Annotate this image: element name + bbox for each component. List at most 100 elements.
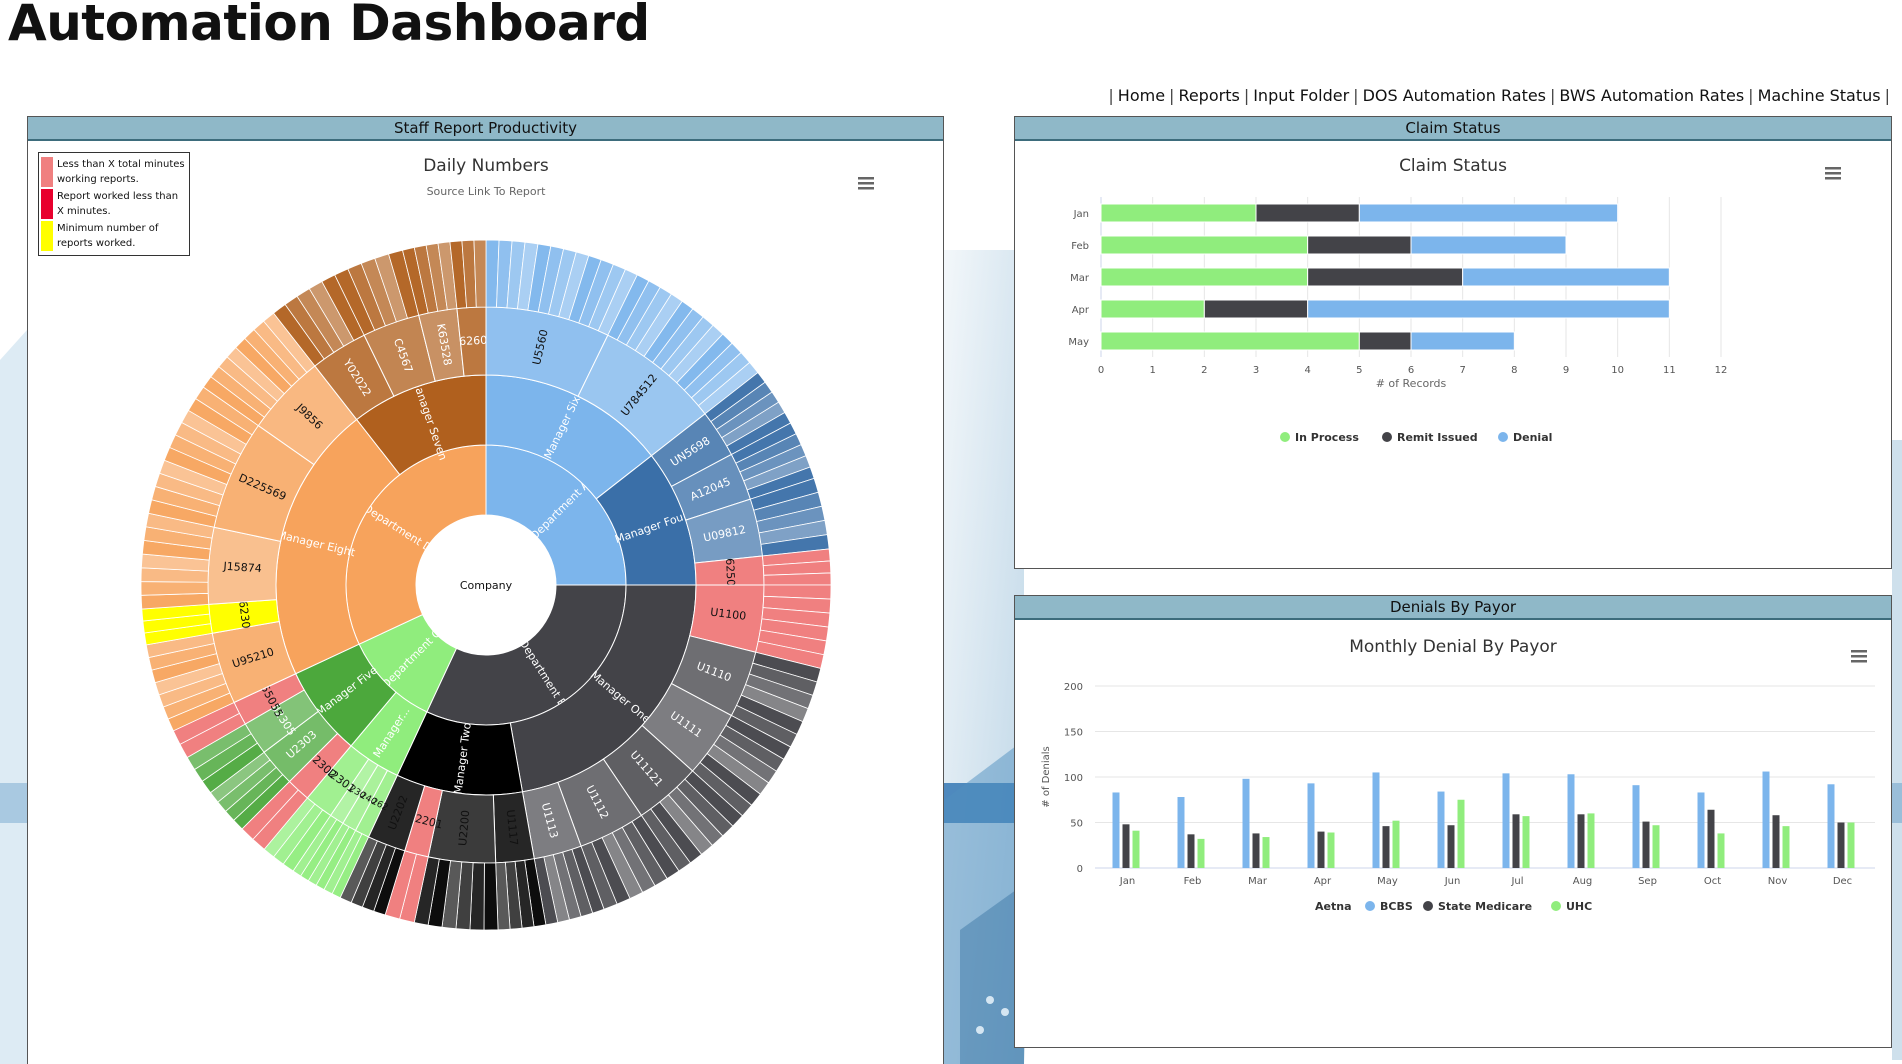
sunburst-report-label: J15874	[222, 560, 262, 576]
legend-item: Less than X total minutes working report…	[41, 157, 187, 187]
nav-reports[interactable]: Reports	[1178, 86, 1240, 105]
column-bar[interactable]	[1502, 773, 1510, 868]
column-bar[interactable]	[1762, 771, 1770, 868]
x-tick-label: 1	[1149, 365, 1155, 376]
column-bar[interactable]	[1447, 825, 1455, 868]
chart-menu-icon[interactable]	[1851, 650, 1867, 663]
column-bar[interactable]	[1372, 772, 1380, 868]
sunburst-activity[interactable]	[763, 572, 832, 586]
bar-segment[interactable]	[1410, 235, 1567, 255]
column-bar[interactable]	[1707, 809, 1715, 868]
chart-menu-icon[interactable]	[858, 177, 874, 190]
legend-marker[interactable]	[1551, 901, 1561, 911]
column-bar[interactable]	[1262, 837, 1270, 868]
sunburst-activity[interactable]	[483, 862, 499, 931]
denials-by-payor-panel: Denials By Payor Monthly Denial By Payor…	[1014, 595, 1892, 1048]
column-bar[interactable]	[1392, 820, 1400, 868]
nav-bws-automation-rates[interactable]: BWS Automation Rates	[1559, 86, 1745, 105]
column-bar[interactable]	[1197, 838, 1205, 868]
column-bar[interactable]	[1847, 822, 1855, 869]
x-tick-label: 9	[1563, 365, 1569, 376]
legend-marker[interactable]	[1498, 432, 1508, 442]
column-bar[interactable]	[1512, 814, 1520, 868]
x-tick-label: 5	[1356, 365, 1362, 376]
x-tick-label: Feb	[1184, 876, 1202, 887]
column-bar[interactable]	[1782, 826, 1790, 868]
nav-separator: |	[1108, 86, 1114, 105]
column-bar[interactable]	[1717, 833, 1725, 868]
column-bar[interactable]	[1122, 824, 1130, 868]
x-axis-label: # of Records	[1376, 377, 1447, 390]
bar-segment[interactable]	[1462, 267, 1670, 287]
sunburst-activity[interactable]	[140, 581, 209, 596]
legend-label[interactable]: Remit Issued	[1397, 431, 1478, 444]
chart-subtitle[interactable]: Source Link To Report	[427, 185, 547, 198]
column-bar[interactable]	[1327, 832, 1335, 868]
bar-segment[interactable]	[1410, 331, 1515, 351]
x-tick-label: 4	[1304, 365, 1310, 376]
bar-segment[interactable]	[1358, 331, 1412, 351]
column-bar[interactable]	[1567, 774, 1575, 868]
y-tick-label: Apr	[1072, 305, 1090, 316]
legend-label[interactable]: BCBS	[1380, 900, 1413, 913]
nav-separator: |	[1550, 86, 1556, 105]
column-bar[interactable]	[1437, 791, 1445, 868]
bar-segment[interactable]	[1100, 331, 1360, 351]
column-bar[interactable]	[1587, 813, 1595, 868]
column-bar[interactable]	[1827, 784, 1835, 868]
column-bar[interactable]	[1112, 792, 1120, 868]
bar-segment[interactable]	[1100, 235, 1309, 255]
legend-label[interactable]: Denial	[1513, 431, 1552, 444]
column-bar[interactable]	[1457, 799, 1465, 868]
legend-marker[interactable]	[1280, 432, 1290, 442]
legend-label: Report worked less than X minutes.	[57, 191, 179, 217]
bar-segment[interactable]	[1307, 235, 1412, 255]
column-bar[interactable]	[1652, 825, 1660, 868]
column-bar[interactable]	[1772, 815, 1780, 868]
legend-label[interactable]: State Medicare	[1438, 900, 1532, 913]
x-tick-label: 8	[1511, 365, 1517, 376]
bar-segment[interactable]	[1307, 299, 1670, 319]
nav-dos-automation-rates[interactable]: DOS Automation Rates	[1362, 86, 1547, 105]
bar-segment[interactable]	[1255, 203, 1360, 223]
column-bar[interactable]	[1317, 831, 1325, 868]
nav-input-folder[interactable]: Input Folder	[1253, 86, 1350, 105]
column-bar[interactable]	[1252, 833, 1260, 868]
bar-segment[interactable]	[1100, 299, 1205, 319]
x-tick-label: 0	[1098, 365, 1104, 376]
column-bar[interactable]	[1187, 834, 1195, 868]
bar-segment[interactable]	[1100, 267, 1309, 287]
bar-segment[interactable]	[1358, 203, 1619, 223]
column-bar[interactable]	[1837, 822, 1845, 869]
bar-segment[interactable]	[1203, 299, 1309, 319]
claim-status-chart: Claim Status 0 1 2 3 4 5 6 7 8 9 10 11 12# of Record…	[1068, 156, 1841, 444]
column-bar[interactable]	[1522, 816, 1530, 868]
x-tick-label: Jan	[1119, 876, 1135, 887]
legend-marker[interactable]	[1365, 901, 1375, 911]
legend-label[interactable]: In Process	[1295, 431, 1359, 444]
legend-marker[interactable]	[1423, 901, 1433, 911]
x-tick-label: Oct	[1704, 876, 1721, 887]
column-bar[interactable]	[1642, 821, 1650, 868]
bar-segment[interactable]	[1307, 267, 1464, 287]
sunburst-root-label: Company	[460, 579, 513, 592]
column-bar[interactable]	[1132, 830, 1140, 868]
sunburst-report-label: 6260	[459, 334, 488, 348]
nav-machine-status[interactable]: Machine Status	[1757, 86, 1881, 105]
bar-segment[interactable]	[1100, 203, 1257, 223]
column-bar[interactable]	[1177, 797, 1185, 868]
legend-label: Less than X total minutes working report…	[57, 159, 185, 185]
column-bar[interactable]	[1697, 792, 1705, 868]
column-bar[interactable]	[1242, 778, 1250, 868]
column-bar[interactable]	[1632, 785, 1640, 868]
column-bar[interactable]	[1382, 826, 1390, 868]
nav-home[interactable]: Home	[1117, 86, 1166, 105]
legend-label[interactable]: UHC	[1566, 900, 1592, 913]
x-tick-label: 2	[1201, 365, 1207, 376]
legend-marker[interactable]	[1382, 432, 1392, 442]
column-bar[interactable]	[1307, 783, 1315, 868]
chart-menu-icon[interactable]	[1825, 167, 1841, 180]
sunburst-activity[interactable]	[473, 239, 487, 308]
legend-label[interactable]: Aetna	[1315, 900, 1352, 913]
column-bar[interactable]	[1577, 814, 1585, 868]
